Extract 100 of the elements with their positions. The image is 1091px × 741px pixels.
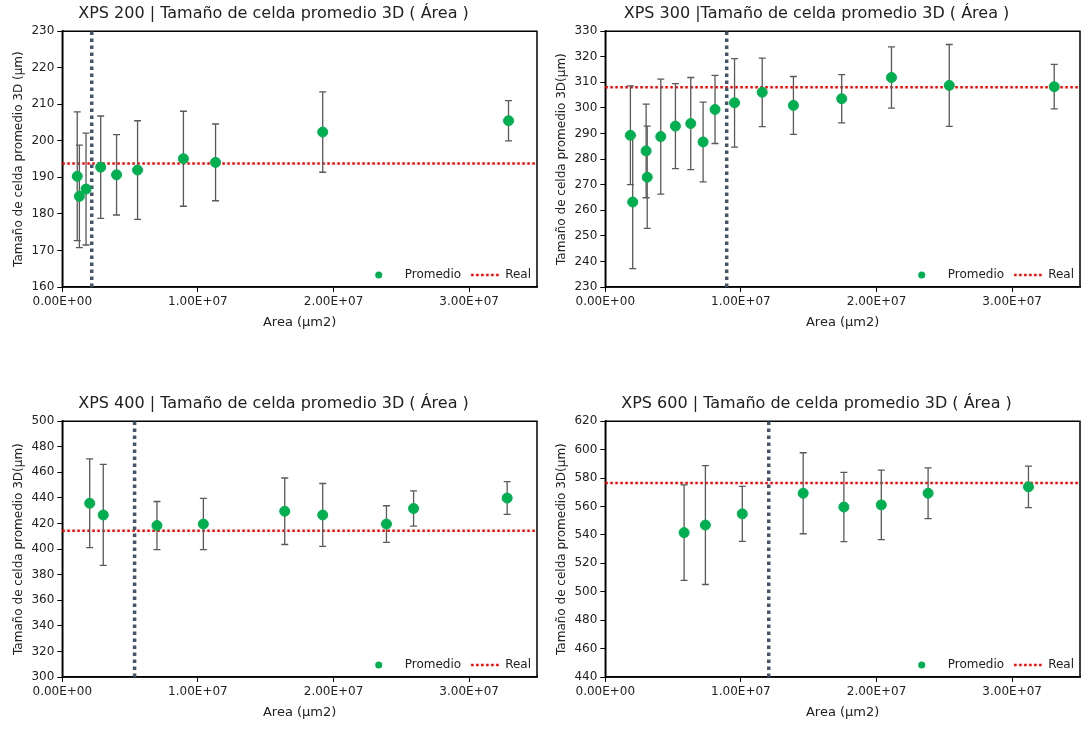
y-tick-label: 300 (574, 100, 598, 115)
x-axis-title: Area (μm2) (262, 703, 337, 719)
point (97, 509, 109, 521)
point (838, 501, 850, 513)
y-tick-label: 420 (31, 515, 55, 530)
x-tick-label: 0.00E+00 (575, 294, 636, 309)
y-tick-label: 190 (31, 169, 55, 184)
chart-title: XPS 600 | Tamaño de celda promedio 3D ( Área ) (621, 392, 1012, 412)
point (177, 153, 189, 165)
point (678, 527, 690, 539)
y-tick-label: 160 (31, 279, 55, 294)
y-tick-label: 520 (574, 555, 598, 570)
point (922, 487, 934, 499)
point (943, 79, 955, 91)
x-tick-label: 0.00E+00 (575, 684, 636, 699)
point (380, 518, 392, 530)
legend-label: Real (505, 267, 532, 282)
x-axis-title: Area (μm2) (262, 313, 337, 329)
point (885, 72, 897, 83)
y-tick-label: 300 (31, 669, 55, 684)
y-axis-title: Tamaño de celda promedio 3D(μm) (554, 443, 569, 656)
point (736, 508, 748, 520)
point (797, 487, 809, 499)
y-axis-title: Tamaño de celda promedio 3D (μm) (11, 51, 26, 268)
y-tick-label: 230 (31, 23, 55, 38)
point (408, 503, 420, 515)
point (627, 196, 639, 208)
point (1048, 81, 1060, 93)
point (756, 86, 768, 98)
point (279, 505, 291, 517)
point (624, 129, 636, 141)
point (210, 156, 222, 168)
point (685, 118, 697, 130)
point (641, 171, 653, 183)
chart-title: XPS 400 | Tamaño de celda promedio 3D ( Área ) (78, 392, 469, 412)
legend-label: Promedio (404, 267, 462, 282)
y-tick-label: 320 (574, 48, 598, 63)
x-tick-label: 2.00E+07 (846, 684, 907, 699)
point (1022, 481, 1034, 493)
point (709, 103, 721, 115)
y-axis-title: Tamaño de celda promedio 3D(μm) (11, 443, 26, 656)
point (71, 170, 83, 182)
x-tick-label: 3.00E+07 (439, 294, 499, 309)
y-tick-label: 220 (31, 59, 55, 74)
y-tick-label: 620 (574, 413, 598, 428)
y-tick-label: 170 (31, 242, 55, 257)
point (697, 136, 709, 148)
x-axis-title: Area (μm2) (805, 313, 880, 329)
x-tick-label: 1.00E+07 (711, 684, 771, 699)
y-tick-label: 500 (574, 583, 598, 598)
y-tick-label: 330 (574, 23, 598, 38)
y-tick-label: 580 (574, 470, 598, 485)
point (197, 518, 209, 530)
legend-label: Promedio (947, 267, 1005, 282)
point (317, 126, 329, 138)
point (111, 169, 123, 181)
x-tick-label: 1.00E+07 (711, 294, 771, 309)
x-tick-label: 3.00E+07 (982, 294, 1042, 309)
y-tick-label: 250 (574, 227, 598, 242)
point (699, 519, 711, 531)
y-tick-label: 310 (574, 74, 598, 89)
point (787, 99, 799, 111)
y-tick-label: 400 (31, 541, 55, 556)
legend-label: Promedio (404, 657, 462, 672)
y-axis-title: Tamaño de celda promedio 3D(μm) (554, 53, 569, 266)
chart-title: XPS 300 |Tamaño de celda promedio 3D ( Área ) (623, 2, 1010, 22)
point (95, 161, 107, 173)
point (84, 497, 96, 509)
point (655, 131, 667, 143)
y-tick-label: 270 (574, 176, 598, 191)
point (132, 164, 144, 176)
y-tick-label: 480 (574, 612, 598, 627)
point (729, 97, 741, 109)
y-tick-label: 210 (31, 96, 55, 111)
point (836, 93, 848, 105)
x-tick-label: 0.00E+00 (32, 684, 93, 699)
point (669, 120, 681, 132)
x-tick-label: 3.00E+07 (439, 684, 499, 699)
point (80, 183, 92, 195)
x-tick-label: 3.00E+07 (982, 684, 1042, 699)
y-tick-label: 480 (31, 438, 55, 453)
y-tick-label: 230 (574, 279, 598, 294)
x-tick-label: 0.00E+00 (32, 294, 93, 309)
x-tick-label: 2.00E+07 (846, 294, 907, 309)
y-tick-label: 340 (31, 617, 55, 632)
y-tick-label: 260 (574, 202, 598, 217)
point (317, 509, 329, 521)
y-tick-label: 560 (574, 498, 598, 513)
y-tick-label: 460 (574, 640, 598, 655)
y-tick-label: 180 (31, 206, 55, 221)
y-tick-label: 540 (574, 527, 598, 542)
point (640, 145, 652, 157)
point (875, 499, 887, 511)
y-tick-label: 360 (31, 592, 55, 607)
x-tick-label: 2.00E+07 (303, 684, 364, 699)
y-tick-label: 440 (574, 669, 598, 684)
y-tick-label: 440 (31, 490, 55, 505)
y-tick-label: 290 (574, 125, 598, 140)
y-tick-label: 500 (31, 413, 55, 428)
legend-label: Real (1048, 267, 1075, 282)
